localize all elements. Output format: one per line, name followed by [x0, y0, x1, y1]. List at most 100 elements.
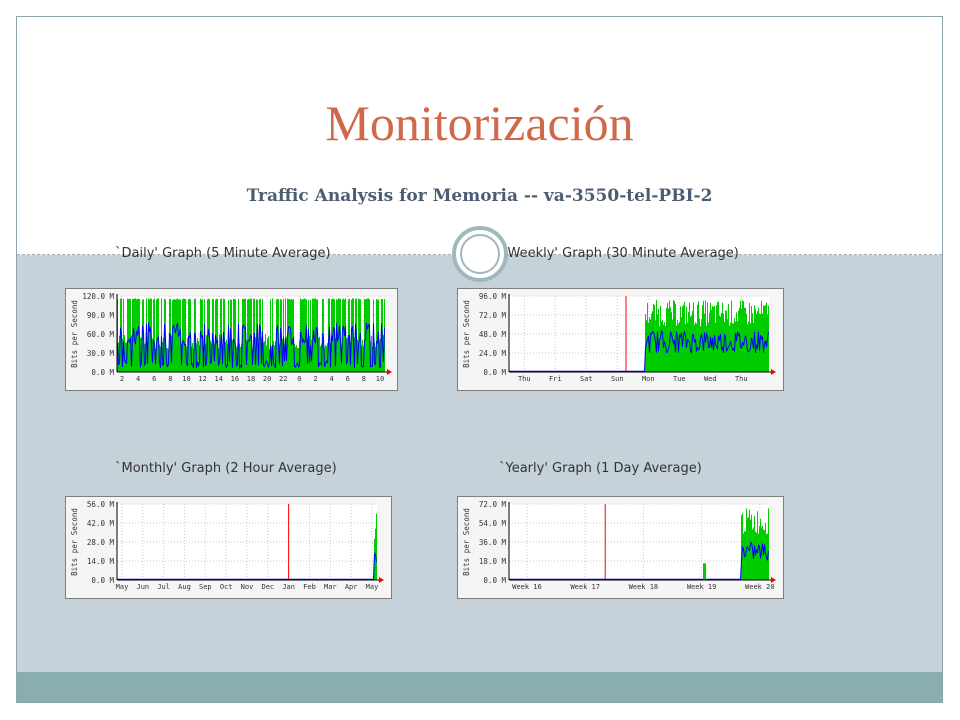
in-traffic-bar	[741, 309, 742, 372]
x-tick-label: 18	[247, 375, 255, 383]
y-tick-label: 0.0 M	[483, 576, 506, 585]
x-tick-label: Sat	[580, 375, 593, 383]
in-traffic-bar	[158, 298, 159, 372]
in-traffic-bar	[213, 298, 214, 372]
x-tick-label: Week 16	[512, 583, 542, 591]
in-traffic-bar	[376, 299, 377, 372]
y-tick-label: 18.0 M	[479, 557, 507, 566]
in-traffic-bar	[662, 320, 663, 372]
x-tick-label: Apr	[345, 583, 358, 591]
x-tick-label: May	[366, 583, 379, 591]
in-traffic-bar	[154, 298, 155, 372]
y-tick-label: 42.0 M	[87, 519, 115, 528]
in-traffic-bar	[743, 533, 744, 580]
in-traffic-bar	[706, 325, 707, 372]
in-traffic-bar	[726, 310, 727, 372]
in-traffic-bar	[697, 304, 698, 372]
in-traffic-bar	[339, 298, 340, 372]
in-traffic-bar	[756, 532, 757, 580]
x-tick-label: Oct	[220, 583, 233, 591]
y-tick-label: 30.0 M	[87, 349, 115, 358]
in-traffic-bar	[679, 321, 680, 372]
in-traffic-bar	[125, 342, 126, 372]
in-traffic-bar	[740, 300, 741, 372]
out-traffic-line	[117, 552, 377, 580]
y-tick-label: 120.0 M	[82, 292, 114, 301]
in-traffic-bar	[293, 298, 294, 372]
in-traffic-bar	[161, 298, 162, 372]
x-tick-label: 10	[376, 375, 384, 383]
in-traffic-bar	[183, 298, 184, 372]
in-traffic-bar	[720, 316, 721, 372]
in-traffic-bar	[756, 313, 757, 372]
in-traffic-bar	[733, 323, 734, 372]
in-traffic-bar	[668, 308, 669, 372]
in-traffic-bar	[319, 336, 320, 372]
in-traffic-bar	[240, 346, 241, 372]
in-traffic-bar	[377, 299, 378, 372]
in-traffic-bar	[686, 306, 687, 372]
in-traffic-bar	[684, 301, 685, 372]
in-traffic-bar	[289, 298, 290, 372]
in-traffic-bar	[675, 303, 676, 372]
in-traffic-bar	[659, 326, 660, 372]
x-tick-label: Thu	[518, 375, 531, 383]
in-traffic-bar	[705, 300, 706, 372]
in-traffic-bar	[704, 313, 705, 372]
in-traffic-bar	[681, 317, 682, 372]
in-traffic-bar	[288, 299, 289, 372]
in-traffic-bar	[216, 298, 217, 372]
in-traffic-bar	[661, 321, 662, 372]
in-traffic-bar	[704, 563, 705, 580]
in-traffic-bar	[233, 298, 234, 372]
in-traffic-bar	[129, 298, 130, 372]
in-traffic-bar	[314, 298, 315, 372]
in-traffic-bar	[736, 312, 737, 372]
in-traffic-bar	[167, 348, 168, 372]
x-axis-arrow-icon	[771, 577, 776, 583]
in-traffic-bar	[248, 298, 249, 372]
in-traffic-bar	[688, 312, 689, 372]
in-traffic-bar	[667, 302, 668, 372]
in-traffic-bar	[731, 300, 732, 372]
in-traffic-bar	[651, 313, 652, 372]
x-tick-label: Sun	[611, 375, 624, 383]
in-traffic-bar	[316, 299, 317, 372]
in-traffic-bar	[724, 321, 725, 372]
in-traffic-bar	[746, 508, 747, 580]
in-traffic-bar	[231, 299, 232, 372]
x-tick-label: Dec	[262, 583, 275, 591]
in-traffic-bar	[267, 338, 268, 372]
in-traffic-bar	[738, 310, 739, 372]
in-traffic-bar	[653, 303, 654, 372]
in-traffic-bar	[717, 302, 718, 372]
in-traffic-bar	[676, 325, 677, 372]
in-traffic-bar	[666, 307, 667, 372]
in-traffic-bar	[264, 341, 265, 372]
in-traffic-bar	[719, 315, 720, 372]
x-tick-label: Mon	[642, 375, 655, 383]
in-traffic-bar	[174, 299, 175, 372]
in-traffic-bar	[730, 322, 731, 372]
in-traffic-bar	[670, 307, 671, 372]
x-tick-label: Sep	[199, 583, 212, 591]
x-axis-arrow-icon	[771, 369, 776, 375]
in-traffic-bar	[303, 299, 304, 372]
x-tick-label: 22	[279, 375, 287, 383]
in-traffic-bar	[658, 308, 659, 372]
y-tick-label: 28.0 M	[87, 538, 115, 547]
in-traffic-bar	[663, 324, 664, 372]
in-traffic-bar	[268, 336, 269, 372]
x-tick-label: 6	[346, 375, 350, 383]
in-traffic-bar	[767, 314, 768, 372]
in-traffic-bar	[272, 298, 273, 372]
in-traffic-bar	[135, 298, 136, 372]
in-traffic-bar	[700, 326, 701, 372]
in-traffic-bar	[682, 306, 683, 372]
in-traffic-bar	[701, 319, 702, 372]
in-traffic-bar	[760, 518, 761, 580]
in-traffic-bar	[765, 305, 766, 372]
in-traffic-bar	[713, 306, 714, 372]
in-traffic-bar	[677, 319, 678, 372]
x-tick-label: 8	[168, 375, 172, 383]
